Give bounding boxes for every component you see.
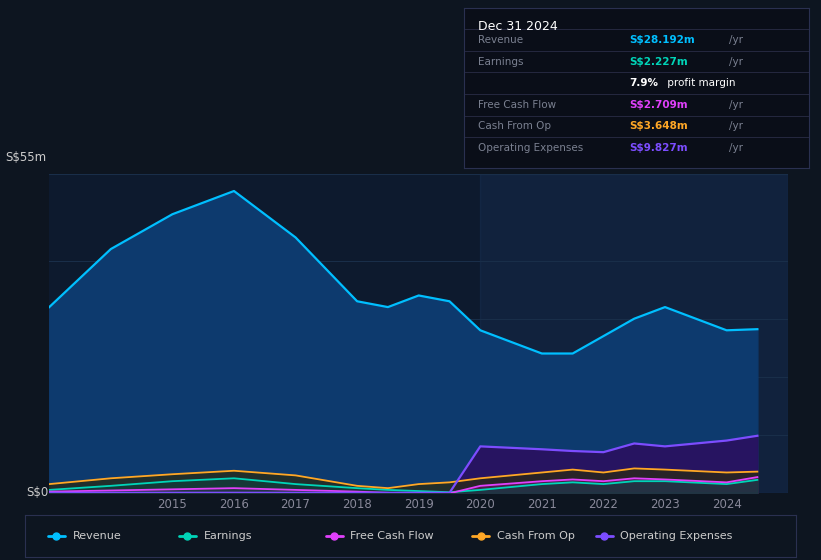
- Text: Free Cash Flow: Free Cash Flow: [478, 100, 556, 110]
- Text: /yr: /yr: [729, 57, 743, 67]
- Text: S$3.648m: S$3.648m: [630, 122, 688, 132]
- Text: Revenue: Revenue: [72, 531, 122, 541]
- Text: S$9.827m: S$9.827m: [630, 143, 688, 153]
- Text: Operating Expenses: Operating Expenses: [478, 143, 583, 153]
- Text: Operating Expenses: Operating Expenses: [621, 531, 733, 541]
- Text: /yr: /yr: [729, 122, 743, 132]
- Text: S$2.227m: S$2.227m: [630, 57, 688, 67]
- Text: Cash From Op: Cash From Op: [497, 531, 575, 541]
- Text: S$28.192m: S$28.192m: [630, 35, 695, 45]
- Text: Earnings: Earnings: [478, 57, 523, 67]
- Text: Dec 31 2024: Dec 31 2024: [478, 20, 557, 32]
- Bar: [480, 174, 788, 493]
- Text: Revenue: Revenue: [478, 35, 523, 45]
- Text: S$0: S$0: [26, 486, 48, 500]
- Text: /yr: /yr: [729, 35, 743, 45]
- Text: 7.9%: 7.9%: [630, 78, 658, 88]
- Text: S$55m: S$55m: [5, 151, 46, 164]
- Text: /yr: /yr: [729, 100, 743, 110]
- Text: profit margin: profit margin: [664, 78, 736, 88]
- Text: Free Cash Flow: Free Cash Flow: [351, 531, 434, 541]
- Text: /yr: /yr: [729, 143, 743, 153]
- Text: Cash From Op: Cash From Op: [478, 122, 551, 132]
- Text: S$2.709m: S$2.709m: [630, 100, 688, 110]
- Text: Earnings: Earnings: [204, 531, 252, 541]
